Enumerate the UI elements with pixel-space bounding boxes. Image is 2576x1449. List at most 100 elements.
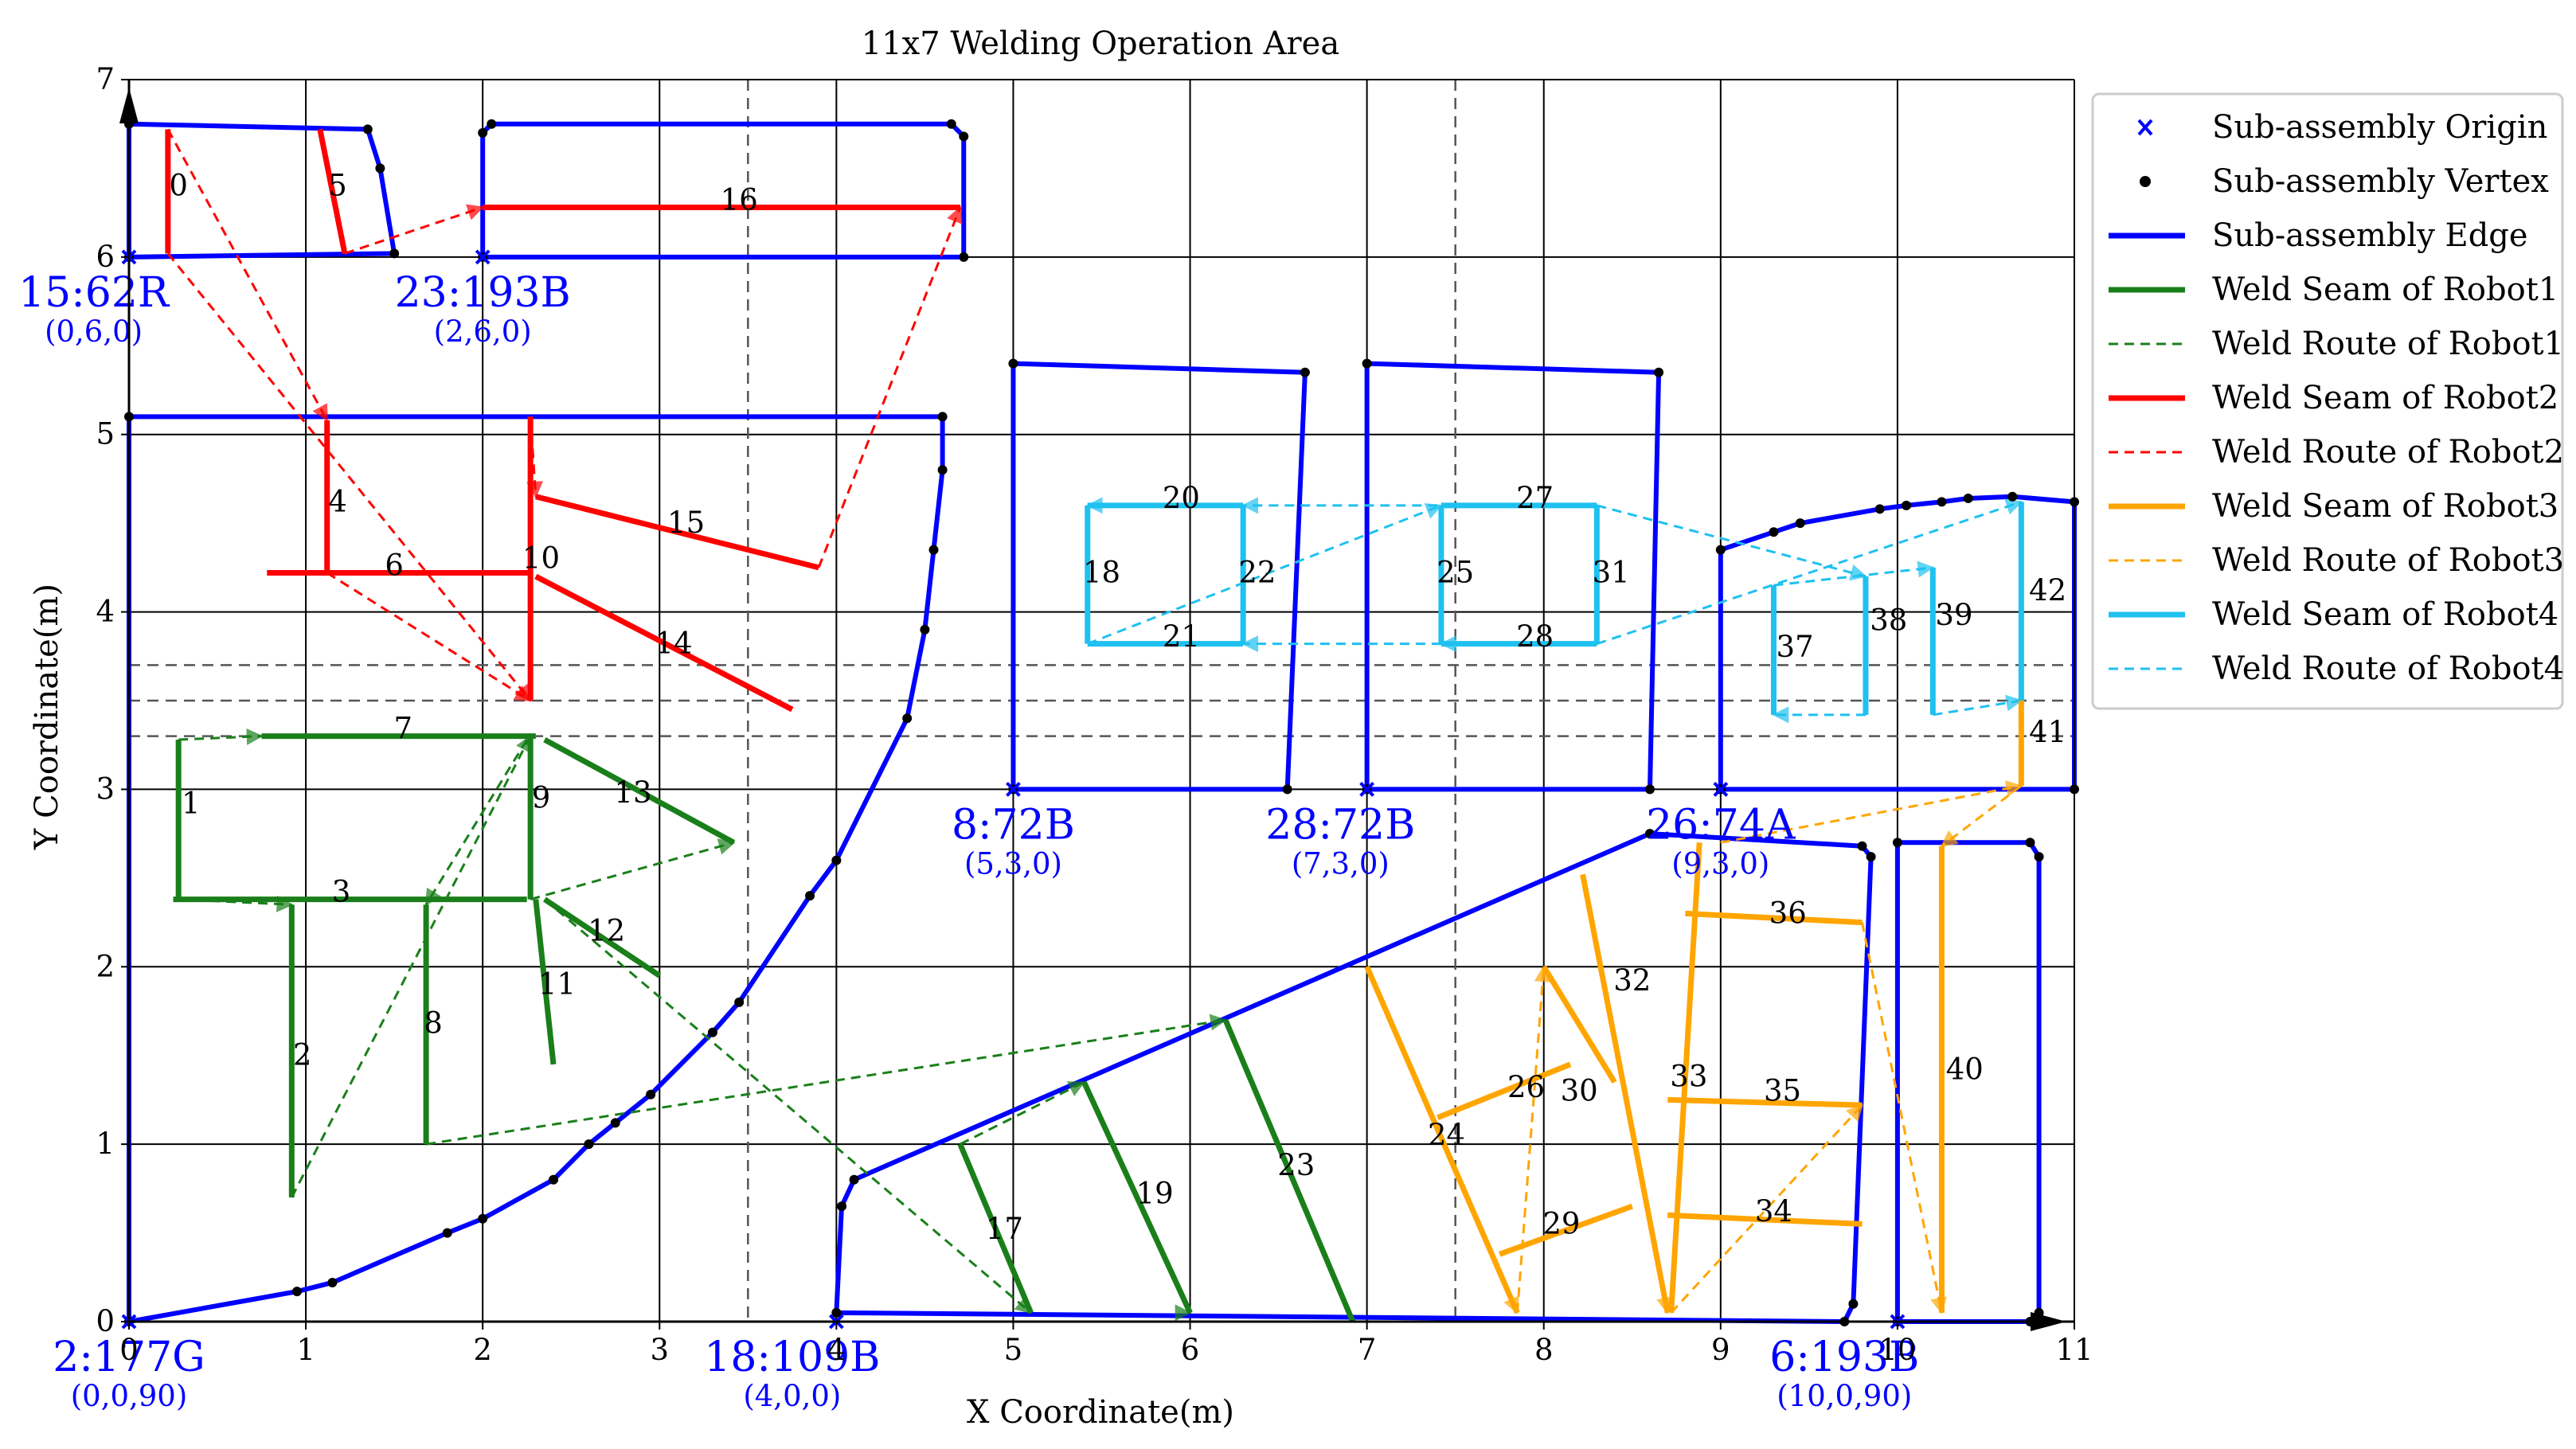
legend-item: Sub-assembly Vertex (2140, 163, 2549, 200)
seam-label: 36 (1769, 896, 1807, 930)
seam-label: 28 (1516, 619, 1554, 654)
y-tick-label: 6 (96, 240, 115, 274)
subassembly-vertex (959, 131, 969, 142)
seam-label: 6 (385, 549, 404, 583)
weld-seam-robot3 (1541, 965, 1617, 1084)
weld-seam-robot3 (1667, 1096, 1863, 1108)
seam-label: 35 (1764, 1073, 1801, 1107)
weld-seam-robot1 (533, 899, 557, 1065)
subassembly-vertex (375, 163, 385, 174)
y-tick-label: 5 (96, 417, 115, 451)
subassembly-vertex (1008, 358, 1018, 369)
seam-label: 16 (721, 183, 758, 217)
legend-label: Weld Seam of Robot4 (2212, 596, 2558, 633)
subassembly-vertex (1715, 545, 1726, 555)
seam-label: 27 (1516, 481, 1554, 515)
subassembly-vertex (1937, 497, 1947, 507)
subassembly-coordinate: (0,0,90) (71, 1379, 188, 1413)
weld-route-robot4 (1773, 560, 1935, 587)
seam-label: 14 (655, 627, 692, 661)
y-tick-label: 3 (96, 771, 115, 806)
weld-route-robot1 (530, 838, 736, 901)
subassembly-coordinate: (2,6,0) (434, 314, 532, 349)
origin-cross-b (1359, 782, 1375, 797)
weld-route-robot1 (960, 1080, 1086, 1146)
subassembly-name: 8:72B (952, 802, 1075, 849)
legend-vertex-marker (2140, 176, 2151, 187)
subassembly-vertex (478, 127, 488, 138)
x-tick-label: 0 (119, 1333, 139, 1367)
legend-label: Weld Route of Robot2 (2212, 434, 2564, 471)
weld-seams (165, 128, 2024, 1323)
weld-seam-robot3 (1685, 910, 1863, 926)
legend-item: Weld Seam of Robot1 (2109, 271, 2558, 308)
subassembly-vertex (1644, 829, 1655, 839)
weld-seam-robot2 (534, 494, 820, 571)
legend-label: Weld Seam of Robot1 (2212, 271, 2558, 308)
weld-seam-robot1 (957, 1142, 1034, 1314)
subassembly-name: 26:74A (1646, 802, 1796, 849)
seam-label: 24 (1428, 1118, 1465, 1152)
y-axis-arrow (119, 88, 139, 123)
weld-seam-robot3 (1499, 1203, 1633, 1257)
subassembly-vertex (389, 248, 400, 259)
y-tick-label: 4 (96, 595, 115, 629)
subassembly-edge (127, 414, 945, 1324)
x-tick-label: 6 (1181, 1333, 1200, 1367)
subassembly-vertex (902, 713, 913, 724)
weld-route-robot1 (424, 739, 528, 907)
legend-origin-marker-b (2137, 119, 2153, 136)
weld-route-robot3 (1940, 784, 2023, 848)
subassembly-vertex (959, 252, 969, 262)
subassembly-name: 18:109B (704, 1334, 880, 1381)
subassembly-labels: 2:177G(0,0,90) 18:109B(4,0,0) 6:193B(10,0,… (18, 269, 1919, 1413)
x-axis-label: X Coordinate(m) (967, 1394, 1234, 1431)
subassembly-vertex (2007, 491, 2018, 502)
weld-route-robot2 (344, 204, 485, 255)
seam-label: 42 (2029, 573, 2066, 607)
subassembly-name: 28:72B (1265, 802, 1415, 849)
subassembly-coordinate: (0,6,0) (45, 314, 143, 349)
weld-route-robot3 (1861, 922, 1947, 1314)
weld-seam-robot1 (1222, 1018, 1356, 1323)
subassembly-vertex (1902, 500, 1912, 510)
seam-label: 34 (1755, 1194, 1792, 1228)
weld-route-robot1 (543, 898, 1033, 1314)
legend-label: Weld Seam of Robot3 (2212, 488, 2558, 525)
weld-route-robot4 (1596, 504, 1867, 581)
weld-seam-robot1 (1081, 1080, 1193, 1314)
subassembly-origin-marker (1359, 782, 1375, 797)
subassembly-vertex (487, 119, 497, 129)
x-tick-label: 4 (827, 1333, 846, 1367)
seam-label: 22 (1238, 556, 1276, 590)
y-tick-label: 2 (96, 949, 115, 983)
subassembly-vertex (1282, 784, 1292, 795)
seam-label: 30 (1561, 1073, 1598, 1107)
weld-route-robot1 (425, 1014, 1228, 1146)
x-tick-label: 2 (473, 1333, 492, 1367)
subassembly-coordinate: (10,0,90) (1777, 1379, 1912, 1413)
weld-seam-robot1 (543, 736, 736, 846)
subassembly-vertex (1654, 367, 1664, 377)
seam-label: 23 (1277, 1148, 1315, 1182)
subassembly-vertex (920, 624, 930, 635)
subassembly-vertex (849, 1174, 859, 1185)
weld-seam-robot3 (1364, 965, 1520, 1314)
seam-label: 39 (1935, 598, 1972, 632)
subassembly-vertex (549, 1174, 559, 1185)
seam-label: 7 (393, 712, 412, 746)
subassembly-vertex (707, 1027, 717, 1037)
subassembly-vertex (946, 119, 956, 129)
seam-label: 15 (667, 506, 705, 540)
seam-label: 4 (328, 484, 347, 518)
legend-label: Sub-assembly Vertex (2212, 163, 2549, 200)
legend-item: Weld Seam of Robot3 (2109, 488, 2558, 525)
subassembly-coordinate: (7,3,0) (1292, 847, 1390, 881)
seam-label: 19 (1136, 1177, 1174, 1211)
seam-label: 20 (1163, 481, 1200, 515)
seam-label: 21 (1163, 619, 1200, 654)
origin-cross-b (475, 249, 491, 265)
x-tick-label: 5 (1004, 1333, 1023, 1367)
seam-label: 31 (1593, 556, 1630, 590)
